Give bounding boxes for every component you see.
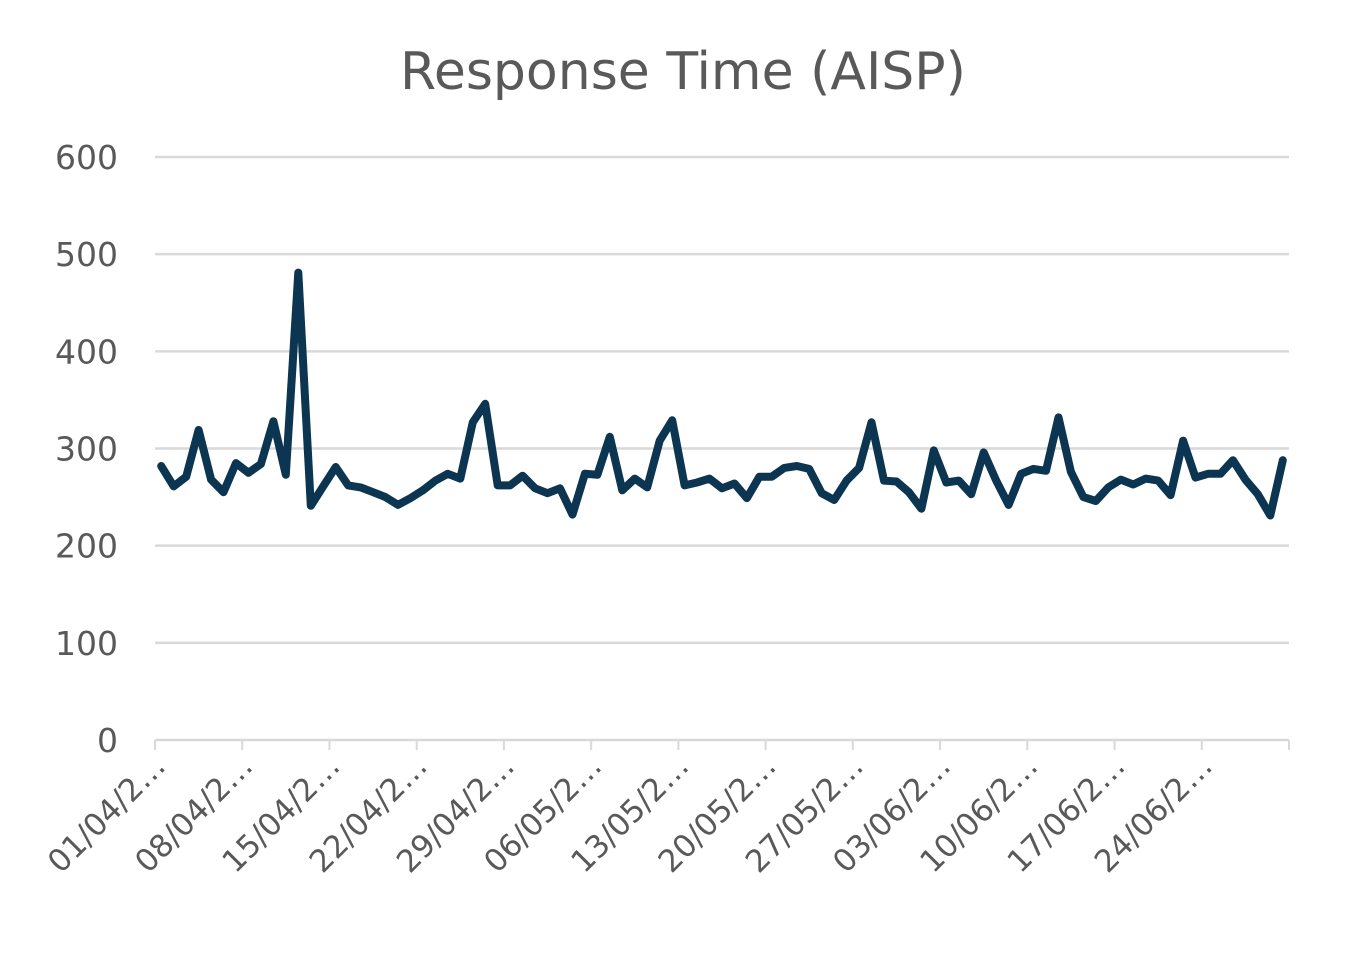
- y-tick-label-0: 0: [97, 721, 118, 760]
- y-tick-label-200: 200: [55, 527, 118, 566]
- y-axis-tick-labels: 0 100 200 300 400 500 600: [55, 138, 118, 760]
- y-tick-label-600: 600: [55, 138, 118, 177]
- y-tick-label-400: 400: [55, 332, 118, 371]
- chart-title: Response Time (AISP): [400, 42, 966, 102]
- series-layer: [157, 268, 1287, 520]
- y-tick-label-500: 500: [55, 235, 118, 274]
- x-axis: [154, 738, 1290, 750]
- gridlines: [155, 155, 1289, 645]
- series-line-0: [157, 268, 1287, 520]
- x-axis-tick-labels: 01/04/2…08/04/2…15/04/2…22/04/2…29/04/2……: [41, 748, 1220, 880]
- y-tick-label-300: 300: [55, 430, 118, 469]
- y-tick-label-100: 100: [55, 624, 118, 663]
